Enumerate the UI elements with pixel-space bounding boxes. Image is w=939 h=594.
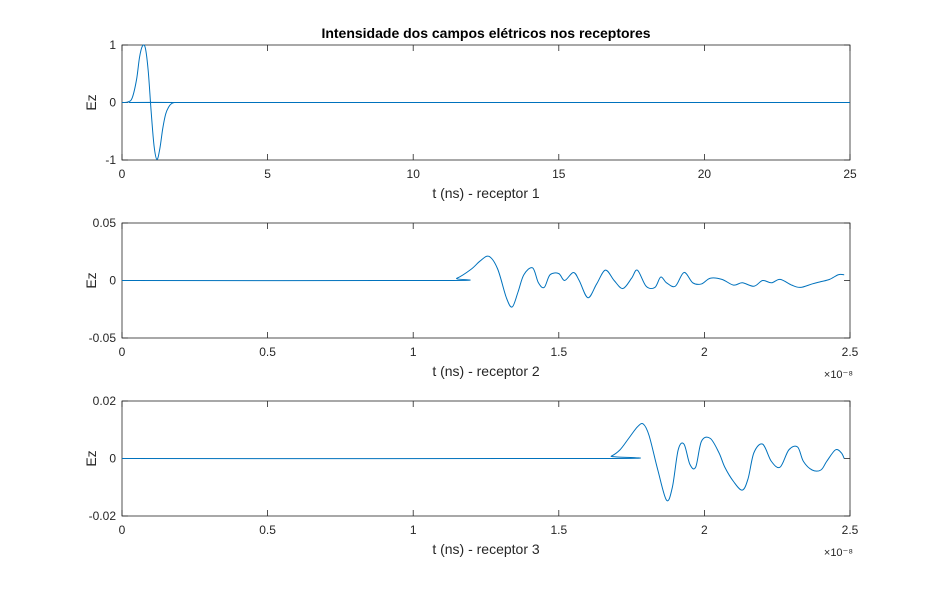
x-tick-label: 20 <box>698 167 712 181</box>
x-tick-label: 1.5 <box>550 523 567 537</box>
x-tick-label: 0.5 <box>259 523 276 537</box>
y-tick-label: -1 <box>105 153 116 167</box>
x-tick-label: 1 <box>410 523 417 537</box>
x-axis-exponent: ×10⁻⁸ <box>824 547 853 559</box>
x-tick-label: 0 <box>119 345 126 359</box>
y-tick-label: -0.02 <box>89 509 117 523</box>
y-tick-label: 0.02 <box>93 394 117 408</box>
y-axis-label: Ez <box>83 94 99 110</box>
y-tick-label: 0 <box>109 274 116 288</box>
x-tick-label: 0 <box>119 167 126 181</box>
y-tick-label: 1 <box>109 38 116 52</box>
x-tick-label: 10 <box>407 167 421 181</box>
x-tick-label: 2.5 <box>842 345 859 359</box>
x-tick-label: 5 <box>264 167 271 181</box>
x-tick-label: 1 <box>410 345 417 359</box>
x-tick-label: 1.5 <box>550 345 567 359</box>
y-axis-label: Ez <box>83 272 99 288</box>
x-tick-label: 2 <box>701 523 708 537</box>
series-line-receptor-1 <box>121 44 850 160</box>
x-tick-label: 0.5 <box>259 345 276 359</box>
series-line-receptor-2 <box>121 255 845 308</box>
y-tick-label: 0 <box>109 96 116 110</box>
series-line-receptor-3 <box>121 423 845 502</box>
x-axis-label: t (ns) - receptor 2 <box>432 363 540 379</box>
y-axis-label: Ez <box>83 450 99 466</box>
x-axis-exponent: ×10⁻⁸ <box>824 369 853 381</box>
y-tick-label: 0.05 <box>93 216 117 230</box>
x-tick-label: 25 <box>843 167 857 181</box>
x-tick-label: 15 <box>552 167 566 181</box>
x-tick-label: 2.5 <box>842 523 859 537</box>
x-axis-label: t (ns) - receptor 1 <box>432 185 540 201</box>
figure-title: Intensidade dos campos elétricos nos rec… <box>321 25 650 41</box>
x-tick-label: 0 <box>119 523 126 537</box>
x-tick-label: 2 <box>701 345 708 359</box>
y-tick-label: -0.05 <box>89 331 117 345</box>
x-axis-label: t (ns) - receptor 3 <box>432 541 540 557</box>
y-tick-label: 0 <box>109 452 116 466</box>
